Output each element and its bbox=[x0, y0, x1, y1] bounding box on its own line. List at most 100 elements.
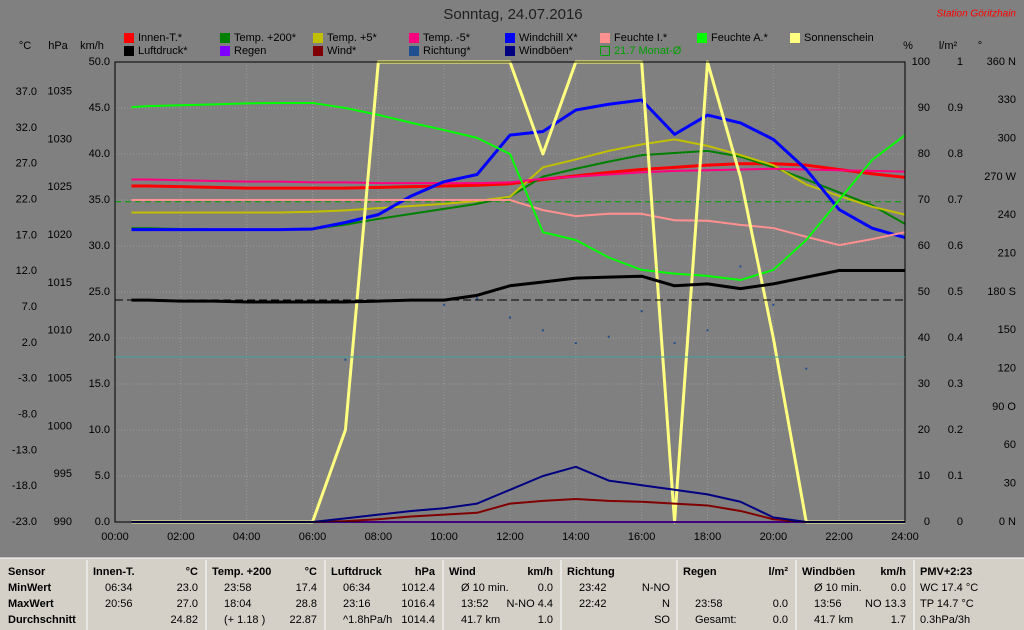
x-tick-label: 10:00 bbox=[430, 531, 458, 543]
pressure-tick-label: 1020 bbox=[48, 229, 72, 241]
table-cell: 0.0 bbox=[773, 614, 788, 626]
table-cell: 06:34 bbox=[343, 582, 371, 594]
rain-tick-label: 0.4 bbox=[948, 332, 963, 344]
direction-dot bbox=[443, 303, 446, 306]
temp-tick-label: 37.0 bbox=[16, 86, 37, 98]
direction-dot bbox=[673, 342, 676, 345]
series-line bbox=[131, 199, 906, 247]
legend-swatch bbox=[313, 46, 323, 56]
table-cell: TP 14.7 °C bbox=[920, 598, 974, 610]
rain-tick-label: 0.9 bbox=[948, 102, 963, 114]
series-line bbox=[131, 162, 906, 190]
table-cell: N bbox=[662, 598, 670, 610]
x-tick-label: 14:00 bbox=[562, 531, 590, 543]
table-cell: 22:42 bbox=[579, 598, 607, 610]
rain-tick-label: 0.8 bbox=[948, 148, 963, 160]
table-header: hPa bbox=[415, 566, 436, 578]
humidity-tick-label: 90 bbox=[918, 102, 930, 114]
pressure-tick-label: 1010 bbox=[48, 325, 72, 337]
table-cell: N-NO 4.4 bbox=[507, 598, 553, 610]
table-cell: ^1.8hPa/h bbox=[343, 614, 392, 626]
wind-tick-label: 5.0 bbox=[95, 470, 110, 482]
table-header: l/m² bbox=[768, 566, 788, 578]
pressure-tick-label: 1005 bbox=[48, 372, 72, 384]
rain-tick-label: 0.7 bbox=[948, 194, 963, 206]
axis-unit-label: % bbox=[903, 40, 913, 52]
table-cell: 22.87 bbox=[289, 614, 317, 626]
x-tick-label: 16:00 bbox=[628, 531, 656, 543]
table-header: Luftdruck bbox=[331, 566, 383, 578]
direction-tick-label: 210 bbox=[998, 248, 1016, 260]
humidity-tick-label: 0 bbox=[924, 516, 930, 528]
wind-tick-label: 45.0 bbox=[89, 102, 110, 114]
legend-label: Windböen* bbox=[519, 45, 574, 57]
axis-unit-label: km/h bbox=[80, 40, 104, 52]
table-cell: 23:58 bbox=[695, 598, 723, 610]
wind-tick-label: 25.0 bbox=[89, 286, 110, 298]
x-tick-label: 20:00 bbox=[760, 531, 788, 543]
humidity-tick-label: 40 bbox=[918, 332, 930, 344]
legend-swatch bbox=[220, 33, 230, 43]
direction-dot bbox=[640, 310, 643, 313]
table-cell: 17.4 bbox=[296, 582, 317, 594]
x-tick-label: 22:00 bbox=[825, 531, 853, 543]
legend-swatch bbox=[124, 46, 134, 56]
legend-swatch bbox=[409, 33, 419, 43]
table-header: PMV+2:23 bbox=[920, 566, 972, 578]
table-header: °C bbox=[305, 566, 317, 578]
table-background bbox=[0, 558, 1024, 630]
humidity-tick-label: 80 bbox=[918, 148, 930, 160]
table-cell: 41.7 km bbox=[814, 614, 853, 626]
legend-swatch bbox=[313, 33, 323, 43]
temp-tick-label: -13.0 bbox=[12, 444, 37, 456]
background bbox=[0, 0, 1024, 558]
table-cell: 1014.4 bbox=[401, 614, 435, 626]
direction-dot bbox=[739, 265, 742, 268]
rain-tick-label: 1 bbox=[957, 56, 963, 68]
table-header: Temp. +200 bbox=[212, 566, 271, 578]
legend-label: Richtung* bbox=[423, 45, 471, 57]
table-cell: NO 13.3 bbox=[865, 598, 906, 610]
direction-dot bbox=[541, 329, 544, 332]
rain-tick-label: 0.3 bbox=[948, 378, 963, 390]
wind-tick-label: 10.0 bbox=[89, 424, 110, 436]
direction-tick-label: 300 bbox=[998, 133, 1016, 145]
table-cell: 23:58 bbox=[224, 582, 252, 594]
table-row-label: MaxWert bbox=[8, 598, 54, 610]
legend-swatch bbox=[505, 33, 515, 43]
table-cell: Gesamt: bbox=[695, 614, 737, 626]
x-tick-label: 18:00 bbox=[694, 531, 722, 543]
x-tick-label: 04:00 bbox=[233, 531, 261, 543]
legend-label: Feuchte A.* bbox=[711, 32, 769, 44]
temp-tick-label: 32.0 bbox=[16, 122, 37, 134]
direction-tick-label: 30 bbox=[1004, 478, 1016, 490]
humidity-tick-label: 10 bbox=[918, 470, 930, 482]
legend-swatch bbox=[600, 33, 610, 43]
legend-label: Regen bbox=[234, 45, 266, 57]
wind-tick-label: 40.0 bbox=[89, 148, 110, 160]
table-header: Regen bbox=[683, 566, 717, 578]
direction-tick-label: 180 S bbox=[987, 286, 1016, 298]
table-cell: 06:34 bbox=[105, 582, 133, 594]
series-line bbox=[131, 98, 906, 239]
humidity-tick-label: 70 bbox=[918, 194, 930, 206]
legend-label: Wind* bbox=[327, 45, 357, 57]
table-cell: 23.0 bbox=[177, 582, 198, 594]
table-cell: SO bbox=[654, 614, 670, 626]
table-header: Sensor bbox=[8, 566, 46, 578]
direction-tick-label: 360 N bbox=[987, 56, 1016, 68]
legend-label: 21.7 Monat-Ø bbox=[614, 45, 682, 57]
temp-tick-label: 22.0 bbox=[16, 193, 37, 205]
temp-tick-label: -18.0 bbox=[12, 480, 37, 492]
table-header: Richtung bbox=[567, 566, 615, 578]
table-cell: 1.7 bbox=[891, 614, 906, 626]
direction-dot bbox=[574, 342, 577, 345]
table-header: °C bbox=[186, 566, 198, 578]
table-cell: 27.0 bbox=[177, 598, 198, 610]
direction-dot bbox=[509, 316, 511, 319]
temp-tick-label: -23.0 bbox=[12, 516, 37, 528]
wind-tick-label: 20.0 bbox=[89, 332, 110, 344]
humidity-tick-label: 50 bbox=[918, 286, 930, 298]
axis-unit-label: °C bbox=[19, 40, 31, 52]
